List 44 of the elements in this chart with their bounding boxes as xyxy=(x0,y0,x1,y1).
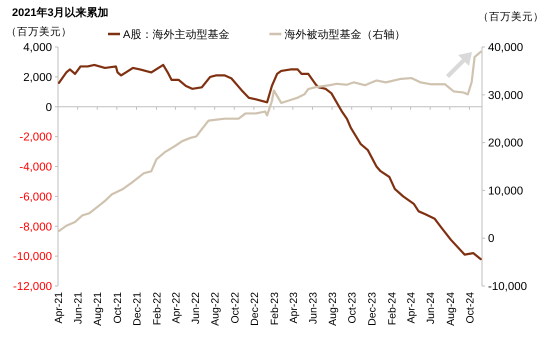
x-tick-label: Apr-22 xyxy=(170,292,182,324)
y2-axis-title: （百万美元） xyxy=(478,10,544,23)
x-tick-label: Aug-24 xyxy=(444,292,457,326)
x-tick-label: Apr-21 xyxy=(53,292,65,324)
y-tick-label: -4,000 xyxy=(19,162,52,174)
line-series xyxy=(58,50,482,232)
x-tick-label: Jun-23 xyxy=(307,292,320,324)
y-tick-label: -6,000 xyxy=(19,191,52,204)
x-tick-label: Dec-21 xyxy=(131,292,144,326)
x-tick-label: Oct-21 xyxy=(112,292,124,324)
y2-tick-label: 10,000 xyxy=(488,185,524,198)
x-tick-label: Feb-22 xyxy=(151,292,164,326)
y-tick-label: 4,000 xyxy=(23,42,52,54)
y2-tick-label: 40,000 xyxy=(488,42,524,54)
x-tick-label: Apr-24 xyxy=(406,292,418,324)
y-tick-label: -8,000 xyxy=(19,221,52,234)
y2-tick-label: -10,000 xyxy=(488,281,528,293)
x-tick-label: Dec-23 xyxy=(366,292,378,326)
x-tick-label: Oct-23 xyxy=(346,292,359,324)
y-tick-label: 0 xyxy=(46,102,52,114)
y-tick-label: -12,000 xyxy=(12,281,52,293)
x-tick-label: Aug-21 xyxy=(92,292,104,326)
x-tick-label: Oct-22 xyxy=(229,292,242,324)
x-tick-label: Dec-22 xyxy=(248,292,261,326)
x-tick-label: Jun-24 xyxy=(425,292,438,324)
x-tick-label: Jun-22 xyxy=(190,292,202,324)
y-axis-title: （百万美元） xyxy=(6,25,72,38)
y-tick-label: 2,000 xyxy=(23,72,52,84)
x-tick-label: Aug-23 xyxy=(327,292,340,326)
x-tick-label: Feb-23 xyxy=(268,292,281,326)
y-tick-label: -2,000 xyxy=(19,132,52,144)
x-tick-label: Jun-21 xyxy=(72,292,85,324)
chart-title: 2021年3月以来累加 xyxy=(12,6,109,19)
legend-label: 海外被动型基金（右轴） xyxy=(284,28,406,41)
y2-tick-label: 20,000 xyxy=(488,138,524,150)
x-tick-label: Apr-23 xyxy=(288,292,300,324)
line-series xyxy=(58,64,482,260)
y-tick-label: -10,000 xyxy=(12,251,52,264)
x-tick-label: Aug-22 xyxy=(210,292,222,326)
y2-tick-label: 0 xyxy=(488,233,494,246)
legend-label: A股：海外主动型基金 xyxy=(123,28,230,41)
x-tick-label: Feb-24 xyxy=(386,292,398,326)
y2-tick-label: 30,000 xyxy=(488,90,524,102)
x-tick-label: Oct-24 xyxy=(464,292,476,324)
